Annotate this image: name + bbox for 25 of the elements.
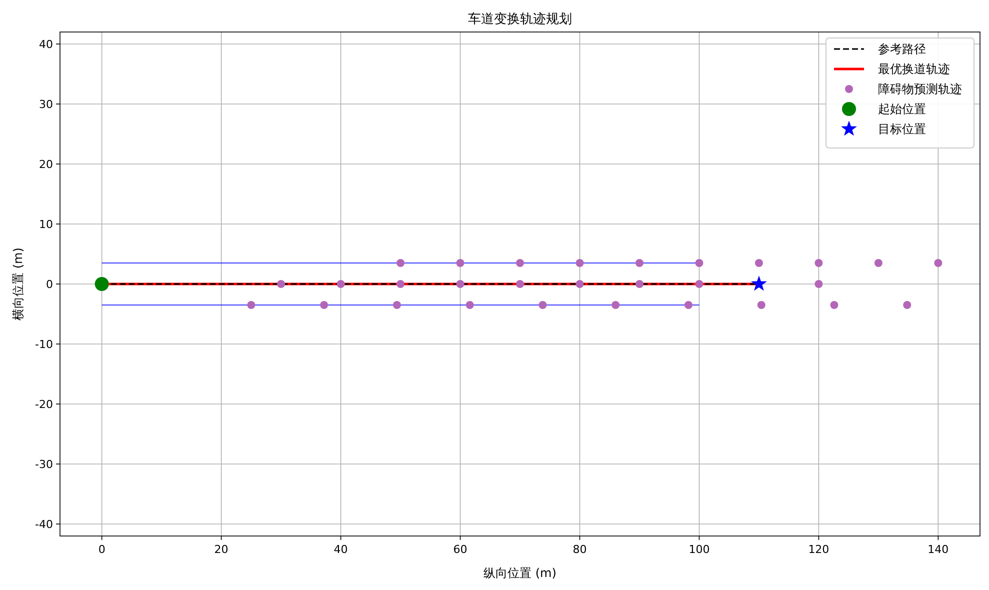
x-axis-title: 纵向位置 (m): [484, 566, 556, 580]
legend-label: 参考路径: [878, 42, 926, 56]
y-tick-label: -20: [35, 398, 53, 411]
legend-label: 障碍物预测轨迹: [878, 82, 962, 96]
y-tick-label: 10: [39, 218, 53, 231]
legend-label: 目标位置: [878, 122, 926, 136]
x-tick-label: 140: [928, 543, 949, 556]
y-axis-title: 横向位置 (m): [11, 248, 25, 320]
y-tick-label: 20: [39, 158, 53, 171]
x-tick-label: 120: [808, 543, 830, 556]
x-tick-label: 60: [453, 543, 468, 556]
y-tick-label: -30: [35, 458, 53, 471]
y-tick-label: 30: [39, 98, 53, 111]
x-tick-label: 0: [98, 543, 106, 556]
legend-label: 最优换道轨迹: [878, 62, 950, 76]
y-tick-label: -40: [35, 518, 53, 531]
chart-title: 车道变换轨迹规划: [468, 11, 572, 27]
x-tick-label: 20: [214, 543, 228, 556]
x-tick-label: 40: [334, 543, 348, 556]
y-tick-label: -10: [35, 338, 53, 351]
y-tick-label: 40: [39, 38, 53, 51]
legend-label: 起始位置: [878, 102, 926, 116]
x-tick-label: 100: [688, 543, 710, 556]
x-tick-label: 80: [572, 543, 587, 556]
y-tick-label: 0: [46, 278, 53, 291]
